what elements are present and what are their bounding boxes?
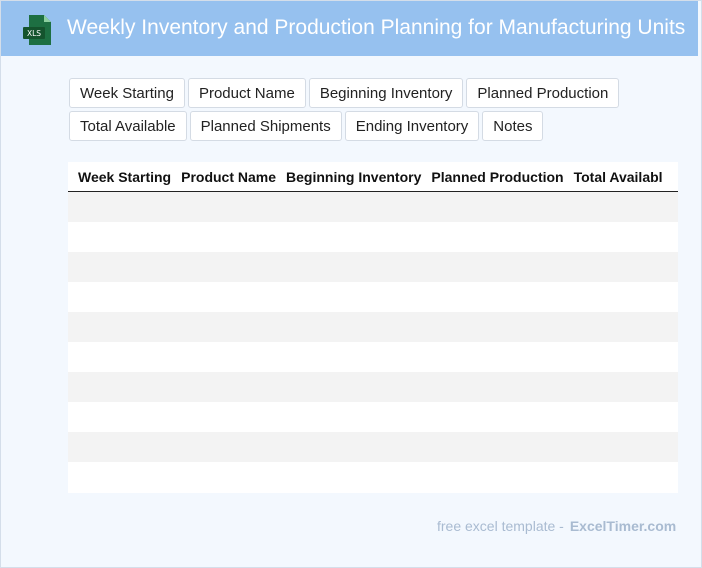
footer-brand-link[interactable]: ExcelTimer.com xyxy=(569,518,677,534)
chip-product-name[interactable]: Product Name xyxy=(187,78,306,108)
xls-file-icon: XLS xyxy=(23,15,51,45)
chip-planned-production[interactable]: Planned Production xyxy=(466,78,620,108)
table-row[interactable] xyxy=(68,402,678,432)
chip-notes[interactable]: Notes xyxy=(482,111,544,141)
chip-week-starting[interactable]: Week Starting xyxy=(69,78,185,108)
table-row[interactable] xyxy=(68,192,678,222)
header-product-name[interactable]: Product Name xyxy=(181,168,277,185)
table-row[interactable] xyxy=(68,372,678,402)
chip-ending-inventory[interactable]: Ending Inventory xyxy=(344,111,480,141)
header-beginning-inventory[interactable]: Beginning Inventory xyxy=(286,168,422,185)
table-row[interactable] xyxy=(68,312,678,342)
footer-text: free excel template - xyxy=(437,518,564,534)
chip-total-available[interactable]: Total Available xyxy=(69,111,187,141)
header-week-starting[interactable]: Week Starting xyxy=(78,168,172,185)
header-total-available[interactable]: Total Availabl xyxy=(573,168,663,185)
inventory-table: Week Starting Product Name Beginning Inv… xyxy=(68,162,678,493)
chip-row-2: Total Available Planned Shipments Ending… xyxy=(69,111,629,141)
table-row[interactable] xyxy=(68,222,678,252)
header-planned-production[interactable]: Planned Production xyxy=(431,168,564,185)
table-row[interactable] xyxy=(68,342,678,372)
table-row[interactable] xyxy=(68,252,678,282)
page-title: Weekly Inventory and Production Planning… xyxy=(67,16,686,39)
table-row[interactable] xyxy=(68,282,678,312)
table-row[interactable] xyxy=(68,462,678,492)
header-bar: XLS Weekly Inventory and Production Plan… xyxy=(1,1,698,56)
xls-icon-label: XLS xyxy=(27,29,41,38)
chip-beginning-inventory[interactable]: Beginning Inventory xyxy=(308,78,464,108)
table-header: Week Starting Product Name Beginning Inv… xyxy=(68,162,678,192)
chip-row-1: Week Starting Product Name Beginning Inv… xyxy=(69,78,629,108)
table-row[interactable] xyxy=(68,432,678,462)
column-chips: Week Starting Product Name Beginning Inv… xyxy=(69,78,629,144)
footer-credit: free excel template - ExcelTimer.com xyxy=(437,518,676,534)
chip-planned-shipments[interactable]: Planned Shipments xyxy=(189,111,342,141)
